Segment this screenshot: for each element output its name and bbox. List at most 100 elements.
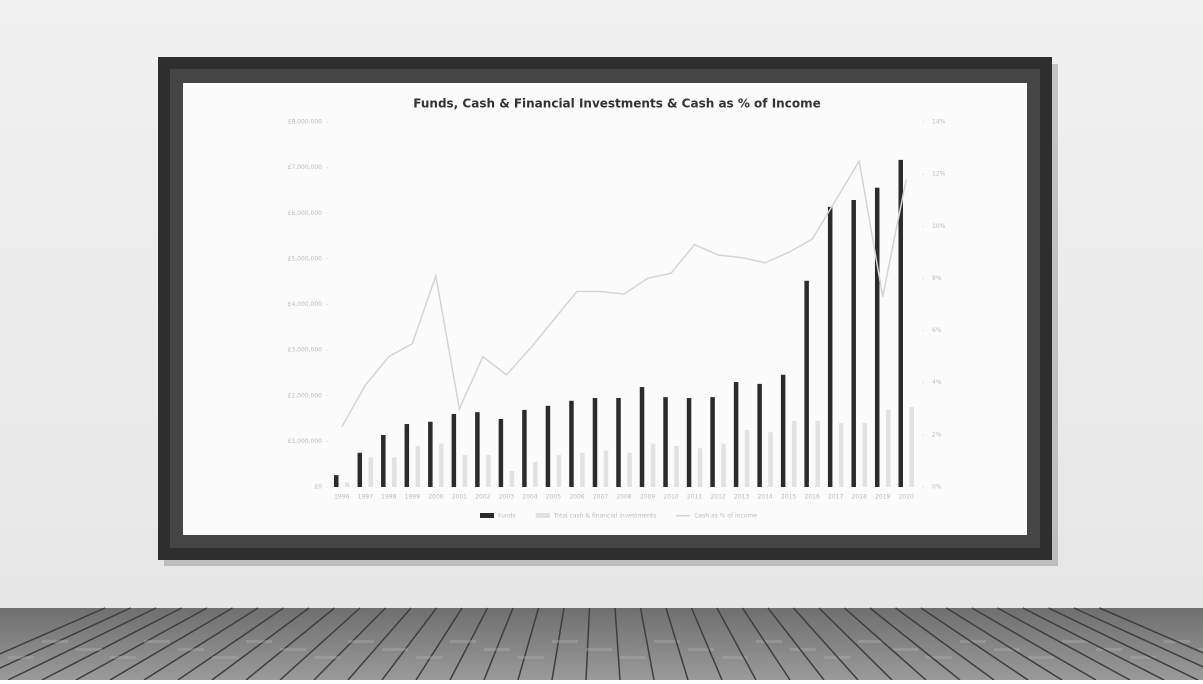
bar: [334, 475, 339, 487]
plank-shade: [892, 648, 918, 651]
y2-tick-label: 6%: [932, 327, 942, 334]
bar: [510, 471, 515, 487]
y-tick-label: £5,000,000: [288, 255, 323, 262]
bar: [428, 422, 433, 487]
y2-tick-label: 10%: [932, 223, 946, 230]
y-tick-label: £4,000,000: [288, 301, 323, 308]
floor: [0, 608, 1203, 680]
bar: [369, 457, 374, 487]
bar: [486, 455, 491, 487]
bar: [358, 453, 363, 487]
bar: [640, 387, 645, 487]
y-tick-label: £8,000,000: [288, 119, 323, 126]
bar: [533, 462, 538, 487]
y2-tick-label: 12%: [932, 171, 946, 178]
bar: [593, 398, 598, 487]
x-tick-label: 2012: [710, 494, 725, 501]
floor-base: [0, 608, 1203, 680]
bar: [886, 409, 891, 487]
bar: [452, 414, 457, 487]
y-tick-label: £0: [314, 484, 322, 491]
legend-label: Funds: [498, 513, 516, 520]
bar: [663, 397, 668, 487]
bar: [522, 410, 527, 487]
bar: [828, 207, 833, 487]
x-tick-label: 2007: [593, 494, 608, 501]
legend-swatch: [480, 513, 494, 518]
plank-shade: [756, 640, 782, 643]
x-tick-label: 2019: [875, 494, 890, 501]
y-tick-label: £2,000,000: [288, 392, 323, 399]
x-tick-label: 1997: [358, 494, 373, 501]
plank-shade: [1062, 640, 1088, 643]
bar: [345, 482, 350, 487]
x-tick-label: 2015: [781, 494, 796, 501]
legend-swatch: [676, 515, 690, 517]
plank-shade: [552, 640, 578, 643]
x-tick-label: 2010: [663, 494, 678, 501]
x-tick-label: 2009: [640, 494, 655, 501]
plank-shade: [484, 648, 510, 651]
plank-shade: [246, 640, 272, 643]
y2-tick-label: 8%: [932, 275, 942, 282]
legend-label: Total cash & financial investments: [553, 513, 657, 520]
plank-shade: [620, 656, 646, 659]
bar: [405, 424, 410, 487]
plank-shade: [8, 656, 34, 659]
bar: [557, 455, 562, 487]
x-tick-label: 2011: [687, 494, 702, 501]
plank-shade: [382, 648, 408, 651]
bar: [862, 423, 867, 487]
y2-tick-label: 4%: [932, 379, 942, 386]
plank-shade: [212, 656, 238, 659]
plank-shade: [1028, 656, 1054, 659]
plank-shade: [314, 656, 340, 659]
bar: [687, 398, 692, 487]
y2-tick-label: 14%: [932, 119, 946, 126]
legend-swatch: [536, 513, 550, 518]
bar: [546, 406, 551, 487]
y2-tick-label: 2%: [932, 431, 942, 438]
plank-shade: [348, 640, 374, 643]
bar: [721, 444, 726, 487]
bar: [839, 423, 844, 487]
bar: [781, 375, 786, 487]
x-tick-label: 1996: [334, 494, 349, 501]
plank-shade: [586, 648, 612, 651]
x-tick-label: 2001: [452, 494, 467, 501]
x-tick-label: 2018: [852, 494, 867, 501]
bar: [416, 446, 421, 487]
bar: [463, 455, 468, 487]
plank-shade: [416, 656, 442, 659]
plank-shade: [144, 640, 170, 643]
x-tick-label: 2020: [899, 494, 914, 501]
x-tick-label: 2017: [828, 494, 843, 501]
bar: [851, 200, 856, 487]
x-tick-label: 2013: [734, 494, 749, 501]
bar: [580, 453, 585, 487]
bar: [392, 457, 397, 487]
bar: [475, 412, 480, 487]
bar: [875, 188, 880, 487]
bar: [439, 444, 444, 487]
bar: [792, 421, 797, 487]
plank-shade: [280, 648, 306, 651]
plank-shade: [450, 640, 476, 643]
chart-title: Funds, Cash & Financial Investments & Ca…: [413, 97, 820, 111]
x-tick-label: 2003: [499, 494, 514, 501]
bar: [710, 397, 715, 487]
bar: [616, 398, 621, 487]
bar: [627, 453, 632, 487]
plank-shade: [1096, 648, 1122, 651]
x-tick-label: 2002: [475, 494, 490, 501]
bar: [804, 281, 809, 487]
bar: [734, 382, 739, 487]
y2-tick-label: 0%: [932, 484, 942, 491]
x-tick-label: 2004: [522, 494, 537, 501]
plank-shade: [110, 656, 136, 659]
bar: [745, 430, 750, 487]
legend-label: Cash as % of income: [694, 513, 757, 520]
y-tick-label: £6,000,000: [288, 210, 323, 217]
